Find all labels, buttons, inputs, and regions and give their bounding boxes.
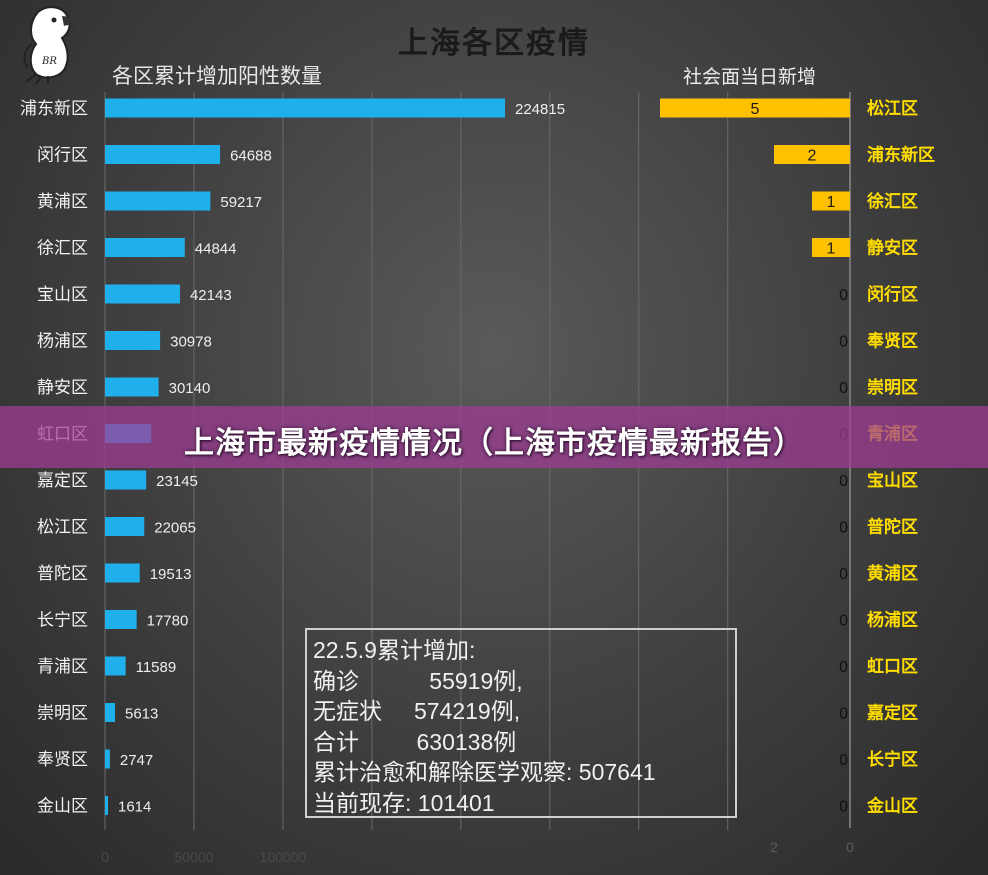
x-tick-label: 0 [846, 839, 854, 855]
data-label: 224815 [515, 101, 565, 118]
data-label: 0 [839, 334, 848, 351]
category-label: 杨浦区 [37, 332, 88, 352]
data-label: 30140 [169, 380, 211, 397]
category-label: 松江区 [37, 518, 88, 538]
data-label: 0 [839, 520, 848, 537]
category-label: 嘉定区 [37, 471, 88, 491]
category-label: 奉贤区 [37, 750, 88, 770]
data-label: 59217 [220, 194, 262, 211]
data-label: 0 [839, 659, 848, 676]
category-label: 崇明区 [37, 704, 88, 724]
right-chart-title: 社会面当日新增 [683, 62, 816, 89]
summary-line: 当前现存: 101401 [313, 788, 729, 819]
data-label: 1 [827, 194, 836, 211]
bar [105, 796, 108, 815]
category-label: 嘉定区 [866, 703, 918, 724]
data-label: 17780 [147, 613, 189, 630]
bar [105, 517, 144, 536]
data-label: 5613 [125, 706, 158, 723]
category-label: 浦东新区 [20, 99, 88, 119]
category-label: 闵行区 [37, 146, 88, 166]
category-label: 静安区 [867, 238, 918, 259]
bar [105, 285, 180, 304]
category-label: 黄浦区 [867, 563, 918, 584]
bar [105, 378, 159, 397]
data-label: 0 [839, 566, 848, 583]
summary-line: 合计 630138例 [313, 727, 729, 758]
category-label: 浦东新区 [867, 145, 935, 166]
data-label: 11589 [136, 659, 177, 676]
data-label: 1614 [118, 799, 151, 816]
data-label: 42143 [190, 287, 232, 304]
category-label: 金山区 [866, 796, 918, 817]
summary-line: 确诊 55919例, [313, 666, 729, 697]
data-label: 30978 [170, 334, 212, 351]
left-chart-title: 各区累计增加阳性数量 [112, 60, 322, 90]
data-label: 0 [839, 473, 848, 490]
bar [105, 99, 505, 118]
category-label: 崇明区 [867, 378, 918, 398]
x-tick-label: 2 [770, 839, 778, 855]
category-label: 宝山区 [37, 285, 88, 305]
category-label: 虹口区 [867, 657, 918, 677]
category-label: 闵行区 [867, 284, 918, 305]
bar [105, 192, 210, 211]
category-label: 黄浦区 [37, 192, 88, 212]
summary-line: 累计治愈和解除医学观察: 507641 [313, 757, 729, 788]
category-label: 金山区 [37, 797, 88, 817]
data-label: 2747 [120, 752, 153, 769]
bar [105, 145, 220, 164]
bar [105, 610, 137, 629]
data-label: 0 [839, 287, 848, 304]
bar [105, 238, 185, 257]
bar [105, 331, 160, 350]
summary-line: 无症状 574219例, [313, 696, 729, 727]
category-label: 奉贤区 [866, 331, 918, 352]
banner-headline: 上海市最新疫情情况（上海市疫情最新报告） [0, 418, 988, 462]
data-label: 22065 [154, 520, 196, 537]
category-label: 静安区 [37, 378, 88, 398]
bar [105, 703, 115, 722]
data-label: 5 [751, 101, 760, 118]
chart-main-title: 上海各区疫情 [0, 18, 988, 62]
data-label: 0 [839, 380, 848, 397]
bar [105, 657, 126, 676]
data-label: 64688 [230, 148, 272, 165]
data-label: 2 [808, 148, 817, 165]
category-label: 长宁区 [867, 749, 918, 770]
x-tick-label: 50000 [174, 849, 213, 865]
category-label: 普陀区 [867, 517, 918, 538]
data-label: 0 [839, 613, 848, 630]
bar [105, 471, 146, 490]
category-label: 宝山区 [867, 470, 918, 491]
category-label: 青浦区 [37, 657, 88, 677]
data-label: 23145 [156, 473, 198, 490]
category-label: 松江区 [867, 98, 918, 119]
bar [105, 564, 140, 583]
data-label: 1 [827, 241, 836, 258]
x-tick-label: 100000 [260, 849, 307, 865]
data-label: 19513 [150, 566, 192, 583]
summary-line: 22.5.9累计增加: [313, 635, 729, 666]
category-label: 杨浦区 [867, 610, 918, 631]
data-label: 0 [839, 752, 848, 769]
category-label: 徐汇区 [866, 191, 918, 212]
category-label: 徐汇区 [37, 239, 88, 259]
data-label: 44844 [195, 241, 237, 258]
data-label: 0 [839, 799, 848, 816]
x-tick-label: 0 [101, 849, 109, 865]
bar [105, 750, 110, 769]
category-label: 普陀区 [37, 564, 88, 584]
category-label: 长宁区 [37, 611, 88, 631]
data-label: 0 [839, 706, 848, 723]
cumulative-summary-box: 22.5.9累计增加: 确诊 55919例, 无症状 574219例, 合计 6… [305, 628, 737, 818]
